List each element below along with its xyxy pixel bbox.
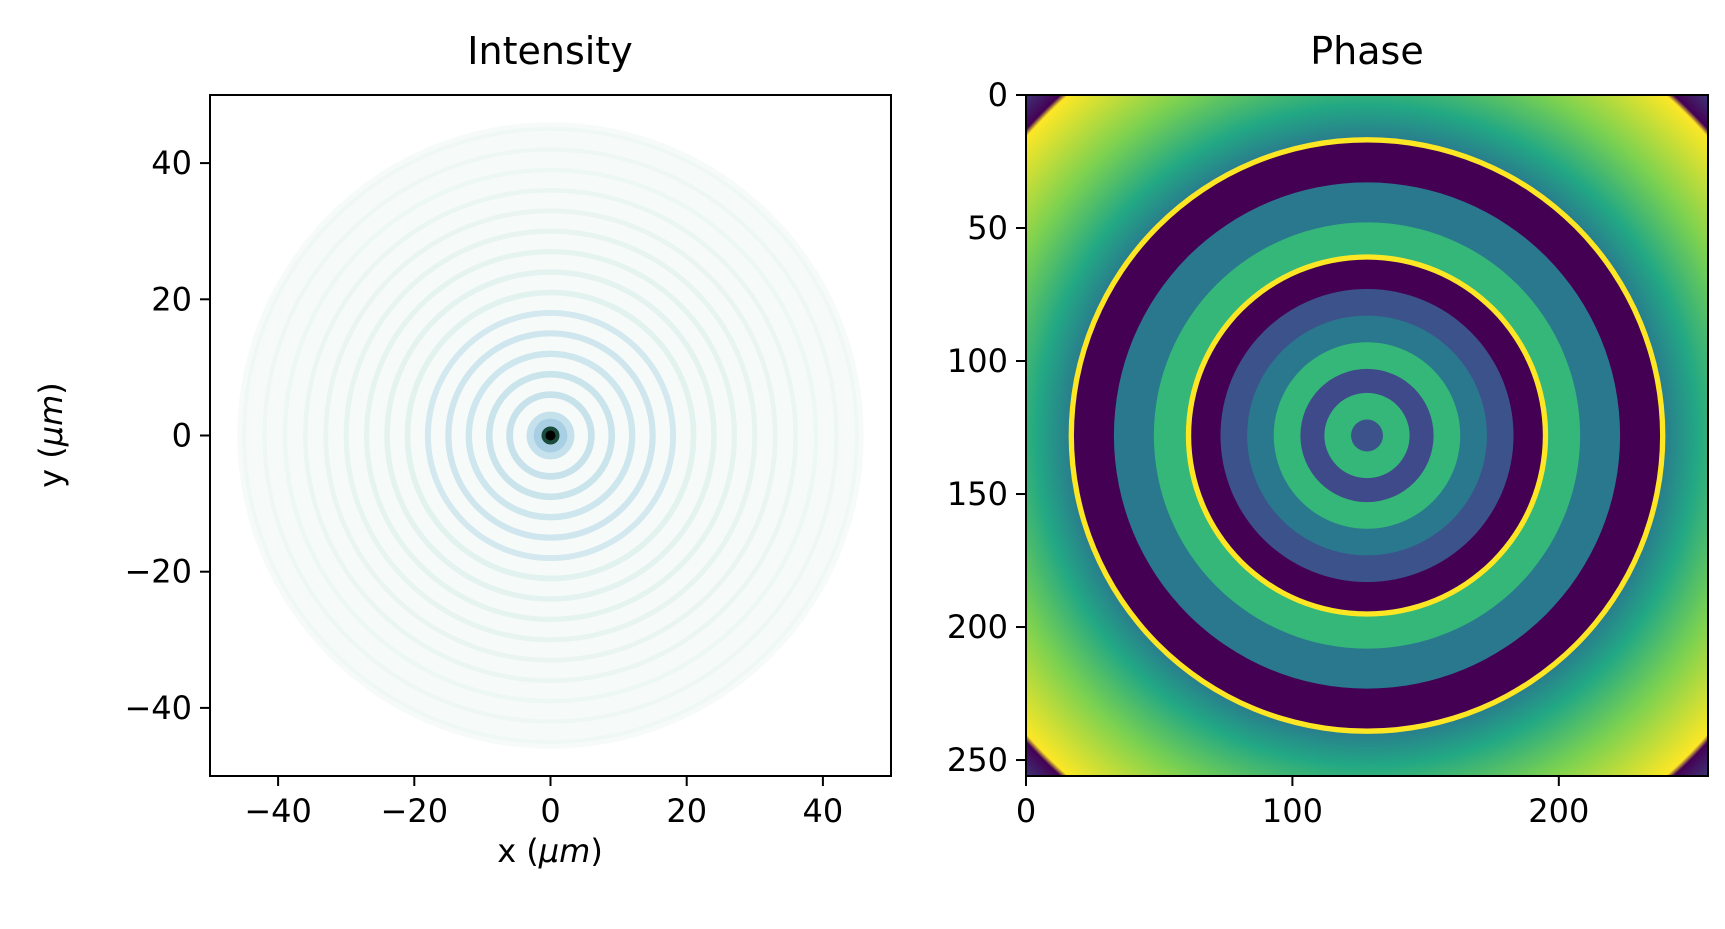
intensity-ring — [282, 167, 819, 704]
intensity-ring — [424, 309, 677, 562]
intensity-ring — [363, 248, 738, 623]
intensity-ring — [262, 147, 839, 724]
intensity-panel: Intensity −40 −20 0 20 40 −40 −20 0 20 40 x (μm)… — [32, 29, 892, 870]
intensity-x-axis-label: x (μm) — [497, 832, 603, 870]
phase-title: Phase — [1310, 29, 1423, 73]
intensity-ring — [485, 370, 616, 501]
intensity-core — [545, 430, 556, 441]
intensity-ring — [323, 208, 778, 663]
intensity-ring — [384, 269, 717, 602]
intensity-y-ticks: −40 −20 0 20 40 — [124, 144, 210, 727]
intensity-ring — [404, 289, 697, 582]
phase-plot-area — [1026, 95, 1708, 776]
intensity-y-tick-label: 40 — [151, 144, 192, 182]
intensity-y-tick-label: −20 — [124, 553, 192, 591]
intensity-x-tick-label: 40 — [803, 792, 844, 830]
intensity-title: Intensity — [467, 29, 632, 73]
phase-band — [1351, 419, 1383, 452]
intensity-ring — [465, 350, 636, 521]
intensity-ring — [445, 330, 656, 541]
intensity-plot-area — [210, 95, 891, 776]
phase-x-tick-label: 100 — [1262, 792, 1323, 830]
intensity-y-tick-label: 20 — [151, 280, 192, 318]
intensity-ring — [343, 228, 758, 643]
phase-x-tick-label: 0 — [1016, 792, 1036, 830]
intensity-y-tick-label: −40 — [124, 689, 192, 727]
phase-axes-frame — [1025, 94, 1709, 777]
phase-y-tick-label: 0 — [988, 76, 1008, 114]
phase-panel: Phase 0 100 200 0 50 100 150 200 250 — [947, 29, 1709, 830]
phase-y-tick-label: 150 — [947, 475, 1008, 513]
phase-x-tick-label: 200 — [1528, 792, 1589, 830]
intensity-x-tick-label: 0 — [540, 792, 560, 830]
intensity-y-axis-label: y (μm) — [32, 382, 70, 488]
phase-y-tick-label: 50 — [967, 209, 1008, 247]
phase-x-ticks: 0 100 200 — [1016, 776, 1589, 830]
intensity-ring — [242, 127, 859, 744]
phase-y-tick-label: 200 — [947, 608, 1008, 646]
intensity-x-tick-label: −20 — [381, 792, 449, 830]
intensity-ring — [303, 188, 798, 683]
intensity-x-tick-label: −40 — [244, 792, 312, 830]
intensity-ring — [506, 391, 595, 480]
phase-y-tick-label: 250 — [947, 741, 1008, 779]
intensity-ring — [526, 411, 575, 460]
phase-y-tick-label: 100 — [947, 342, 1008, 380]
intensity-x-tick-label: 20 — [666, 792, 707, 830]
intensity-y-tick-label: 0 — [172, 417, 192, 455]
phase-y-ticks: 0 50 100 150 200 250 — [947, 76, 1026, 779]
intensity-x-ticks: −40 −20 0 20 40 — [244, 776, 843, 830]
